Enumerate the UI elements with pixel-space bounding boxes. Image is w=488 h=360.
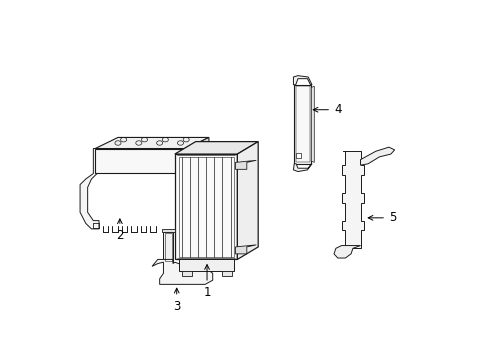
Text: 1: 1	[203, 265, 210, 299]
Polygon shape	[152, 260, 212, 284]
Polygon shape	[161, 229, 175, 232]
Polygon shape	[311, 86, 314, 162]
Polygon shape	[293, 164, 311, 172]
Polygon shape	[293, 76, 311, 85]
Polygon shape	[186, 138, 208, 174]
Text: 2: 2	[116, 219, 123, 242]
Polygon shape	[182, 270, 191, 276]
Polygon shape	[341, 151, 363, 248]
Polygon shape	[175, 154, 237, 260]
Text: 4: 4	[313, 103, 341, 116]
Polygon shape	[95, 138, 208, 149]
Polygon shape	[333, 246, 360, 258]
Polygon shape	[95, 149, 186, 174]
Polygon shape	[222, 270, 231, 276]
Polygon shape	[294, 85, 311, 164]
Polygon shape	[80, 149, 99, 229]
Polygon shape	[235, 245, 256, 254]
Text: 5: 5	[367, 211, 395, 224]
Polygon shape	[296, 153, 301, 158]
Polygon shape	[360, 147, 394, 165]
Polygon shape	[175, 141, 258, 154]
Polygon shape	[163, 232, 173, 262]
Polygon shape	[235, 160, 256, 169]
Polygon shape	[178, 260, 233, 270]
Text: 3: 3	[173, 288, 180, 312]
Polygon shape	[237, 141, 258, 260]
